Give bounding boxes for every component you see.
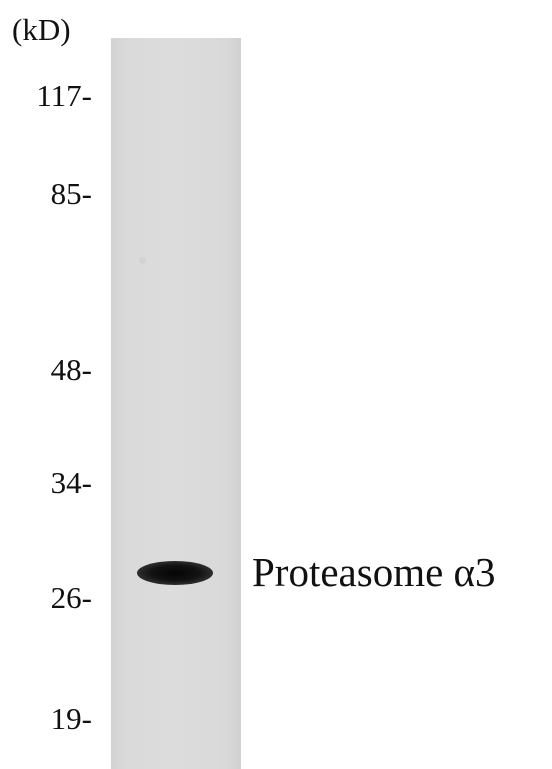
marker-48: 48- xyxy=(50,352,92,387)
marker-26: 26- xyxy=(50,580,92,615)
marker-19: 19- xyxy=(50,701,92,736)
marker-117: 117- xyxy=(36,78,92,113)
blot-lane xyxy=(111,38,241,769)
band-label: Proteasome α3 xyxy=(252,549,496,595)
protein-band xyxy=(137,561,213,585)
marker-85: 85- xyxy=(50,176,92,211)
lane-speck xyxy=(139,257,146,264)
molecular-weight-unit-label: (kD) xyxy=(12,12,71,47)
marker-34: 34- xyxy=(50,465,92,500)
